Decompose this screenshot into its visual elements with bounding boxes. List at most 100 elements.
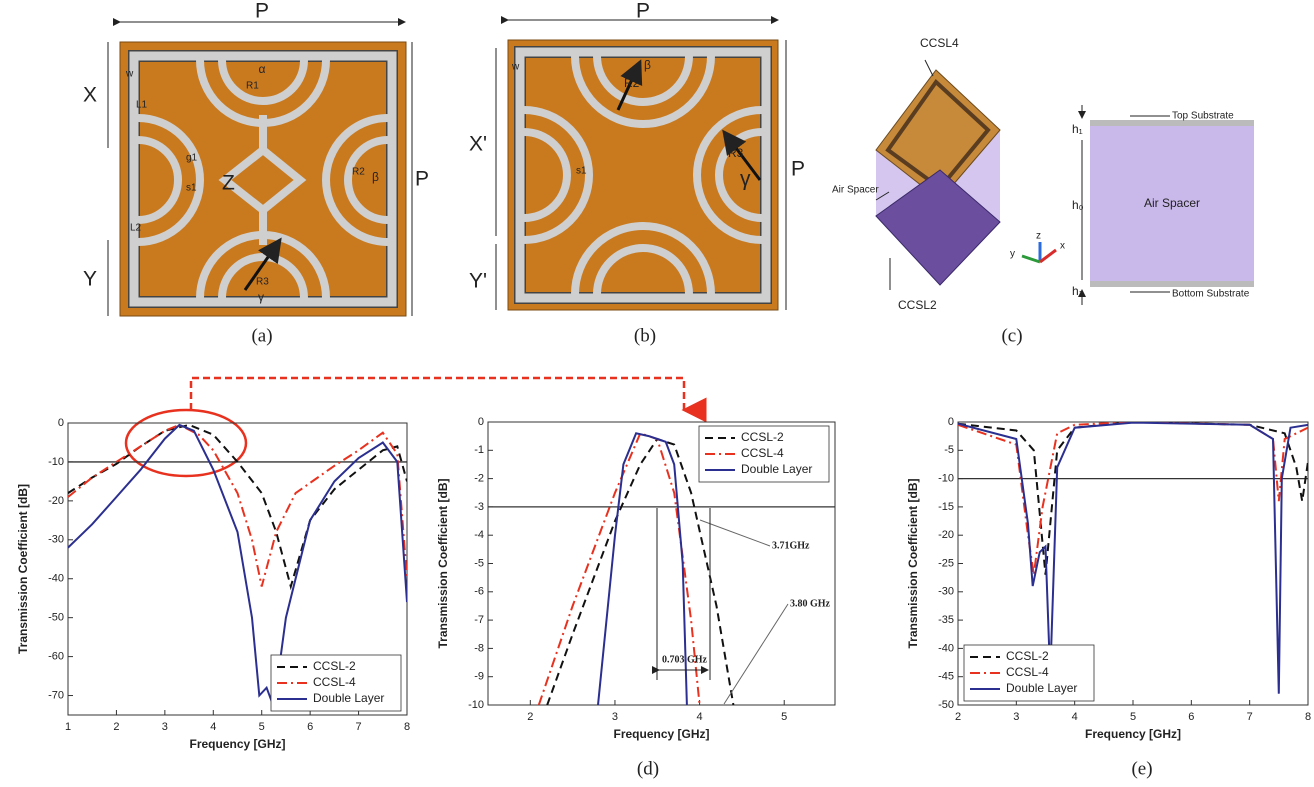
legend-label: Double Layer <box>741 462 812 476</box>
legend-label: Double Layer <box>1006 681 1077 695</box>
annotation-arrow <box>724 604 788 704</box>
y-tick-label: -6 <box>474 586 484 598</box>
y-tick-label: -25 <box>938 557 954 569</box>
dim-label: β <box>644 58 651 72</box>
x-tick-label: 3 <box>612 711 618 723</box>
y-tick-label: -70 <box>48 689 64 701</box>
dim-label: R3 <box>256 277 269 288</box>
panel-label: (b) <box>634 325 656 346</box>
annotation: 0.703 GHz <box>662 654 708 665</box>
dim-label: α <box>259 62 266 76</box>
x-tick-label: 2 <box>527 711 533 723</box>
layer-label: Air Spacer <box>1144 196 1200 210</box>
legend-label: Double Layer <box>313 691 384 705</box>
y-tick-label: -40 <box>48 573 64 585</box>
annotation: 3.80 GHz <box>790 598 831 609</box>
layer-label: h₁ <box>1072 122 1083 136</box>
y-tick-label: -2 <box>474 473 484 485</box>
layer-label: Top Substrate <box>1172 111 1234 122</box>
axis-label: x <box>1060 241 1065 252</box>
dim-label: w <box>125 69 134 80</box>
zoom-connector <box>191 378 684 410</box>
dim-label: X <box>83 84 97 107</box>
legend-label: CCSL-2 <box>1006 649 1049 663</box>
dim-label: P <box>415 168 429 191</box>
x-tick-label: 7 <box>1247 711 1253 723</box>
dim-label: L2 <box>130 223 142 234</box>
y-tick-label: -4 <box>474 529 484 541</box>
dim-label: L1 <box>136 100 148 111</box>
x-axis-title: Frequency [GHz] <box>189 737 285 751</box>
panel-label: (d) <box>637 758 659 779</box>
dim-label: R3 <box>728 146 744 160</box>
layer-label: CCSL2 <box>898 298 937 312</box>
y-tick-label: -50 <box>48 612 64 624</box>
legend-label: CCSL-2 <box>313 659 356 673</box>
dim-label: Y' <box>469 270 487 293</box>
y-tick-label: -20 <box>938 529 954 541</box>
x-tick-label: 4 <box>1072 711 1078 723</box>
y-tick-label: -10 <box>468 699 484 711</box>
y-tick-label: 0 <box>478 416 484 428</box>
dim-label: R1 <box>246 81 259 92</box>
dim-label: R2 <box>352 167 365 178</box>
dim-label: Z <box>222 172 235 195</box>
y-tick-label: -40 <box>938 642 954 654</box>
y-axis-title: Transmission Coefficient [dB] <box>906 478 920 648</box>
panel-label: (c) <box>1001 325 1022 346</box>
y-tick-label: -45 <box>938 671 954 683</box>
y-tick-label: -10 <box>938 473 954 485</box>
dim-label: β <box>372 170 379 184</box>
x-tick-label: 4 <box>210 721 216 733</box>
y-tick-label: 0 <box>948 416 954 428</box>
y-tick-label: -20 <box>48 495 64 507</box>
dim-label: P <box>791 158 805 181</box>
panel-label: (a) <box>251 325 272 346</box>
axis-label: y <box>1010 249 1015 260</box>
x-tick-label: 3 <box>162 721 168 733</box>
y-tick-label: -30 <box>48 534 64 546</box>
axis-label: z <box>1036 231 1041 242</box>
dim-label: g1 <box>186 153 198 164</box>
dim-label: γ <box>258 290 264 304</box>
x-tick-label: 1 <box>65 721 71 733</box>
y-tick-label: -30 <box>938 586 954 598</box>
x-tick-label: 8 <box>404 721 410 733</box>
unit-cell-b: P X' Y' P β R2 R3 γ w s1 <box>469 0 805 310</box>
y-tick-label: -1 <box>474 444 484 456</box>
x-tick-label: 5 <box>781 711 787 723</box>
y-tick-label: -3 <box>474 501 484 513</box>
layer-label: h₀ <box>1072 198 1084 212</box>
dim-label: P <box>255 0 269 23</box>
x-tick-label: 2 <box>113 721 119 733</box>
y-tick-label: -10 <box>48 456 64 468</box>
x-tick-label: 6 <box>1188 711 1194 723</box>
y-tick-label: -9 <box>474 671 484 683</box>
series-line <box>68 425 407 587</box>
y-axis-title: Transmission Coefficient [dB] <box>16 484 30 654</box>
y-tick-label: -5 <box>474 557 484 569</box>
legend-label: CCSL-4 <box>313 675 356 689</box>
series-line <box>68 425 407 587</box>
panel-label: (e) <box>1131 758 1152 779</box>
series-line <box>958 422 1308 575</box>
y-tick-label: -8 <box>474 642 484 654</box>
y-tick-label: 0 <box>58 417 64 429</box>
y-axis-title: Transmission Coefficient [dB] <box>436 478 450 648</box>
unit-cell-a: P X Y P α R1 R2 β R3 γ Z w L1 L2 g1 s1 <box>83 0 429 316</box>
x-tick-label: 2 <box>955 711 961 723</box>
x-tick-label: 5 <box>1130 711 1136 723</box>
y-tick-label: -5 <box>944 444 954 456</box>
annotation: 3.71GHz <box>772 540 810 551</box>
x-tick-label: 6 <box>307 721 313 733</box>
y-tick-label: -60 <box>48 651 64 663</box>
dim-label: s1 <box>186 183 197 194</box>
dim-label: s1 <box>576 166 587 177</box>
layer-label: h₁ <box>1072 284 1083 298</box>
layer-label: CCSL4 <box>920 36 959 50</box>
x-tick-label: 4 <box>697 711 703 723</box>
y-tick-label: -50 <box>938 699 954 711</box>
dim-label: Y <box>83 268 97 291</box>
dim-label: P <box>636 0 650 23</box>
legend-label: CCSL-4 <box>741 446 784 460</box>
